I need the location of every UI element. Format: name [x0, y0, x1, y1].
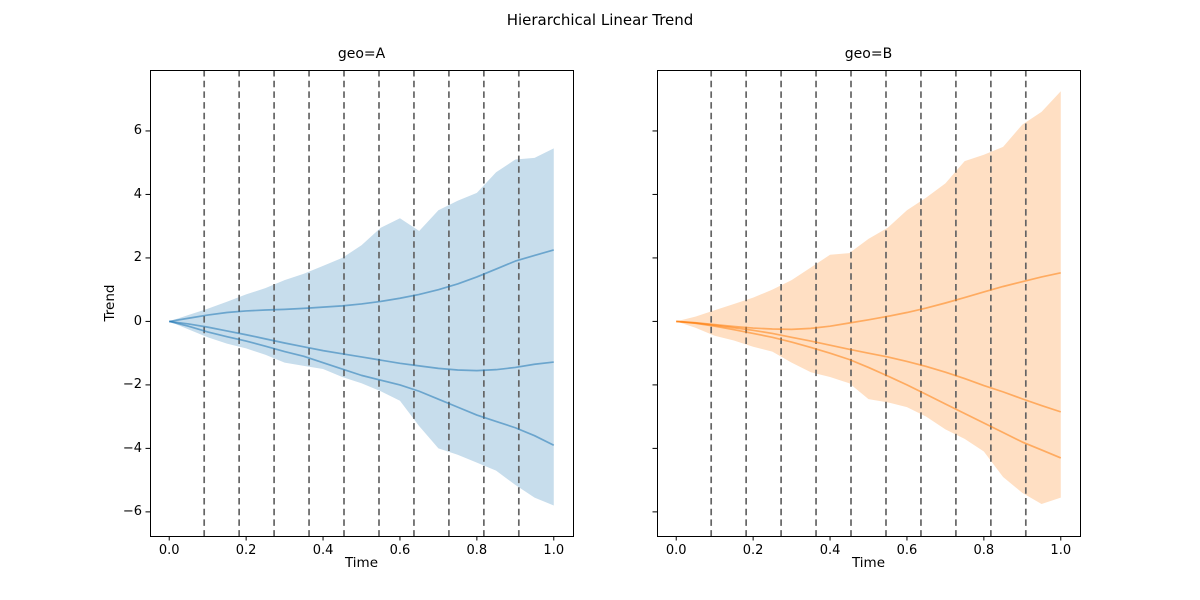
x-axis-label-a: Time [344, 555, 379, 571]
subplot-geo=B [652, 70, 1081, 541]
uncertainty-band [169, 148, 554, 506]
y-tick-label: −4 [122, 440, 142, 456]
uncertainty-band [676, 91, 1061, 504]
trend-sample-middle [169, 320, 554, 372]
y-tick-label: 2 [133, 250, 142, 266]
trend-sample-middle [676, 320, 1062, 413]
figure-title: Hierarchical Linear Trend [506, 11, 694, 29]
axes-box [150, 70, 574, 537]
subplot-geo=A [145, 70, 574, 541]
y-tick-label: 6 [133, 123, 142, 139]
x-tick-label: 0.2 [742, 543, 764, 558]
trend-sample-upper [169, 249, 554, 323]
x-axis-label-b: Time [851, 555, 886, 571]
trend-sample-lower [676, 320, 1062, 459]
x-tick-label: 0.8 [973, 543, 995, 558]
x-tick-label: 0.0 [665, 543, 687, 558]
y-tick-label: −6 [122, 504, 142, 520]
y-tick-label: 4 [133, 186, 142, 202]
trend-sample-upper [676, 272, 1061, 331]
x-tick-label: 0.0 [158, 543, 180, 558]
x-tick-label: 0.8 [466, 543, 488, 558]
x-tick-label: 0.6 [389, 543, 411, 558]
x-tick-label: 0.6 [896, 543, 918, 558]
y-tick-label: −2 [122, 377, 142, 393]
subplot-a-title: geo=A [337, 46, 386, 62]
trend-sample-lower [169, 320, 555, 446]
x-tick-label: 1.0 [543, 543, 565, 558]
subplot-b-title: geo=B [844, 46, 893, 62]
x-tick-label: 0.2 [235, 543, 257, 558]
y-tick-label: 0 [133, 313, 142, 329]
x-tick-label: 0.4 [819, 543, 841, 558]
x-tick-label: 1.0 [1050, 543, 1072, 558]
axes-box [657, 70, 1081, 537]
x-tick-label: 0.4 [312, 543, 334, 558]
